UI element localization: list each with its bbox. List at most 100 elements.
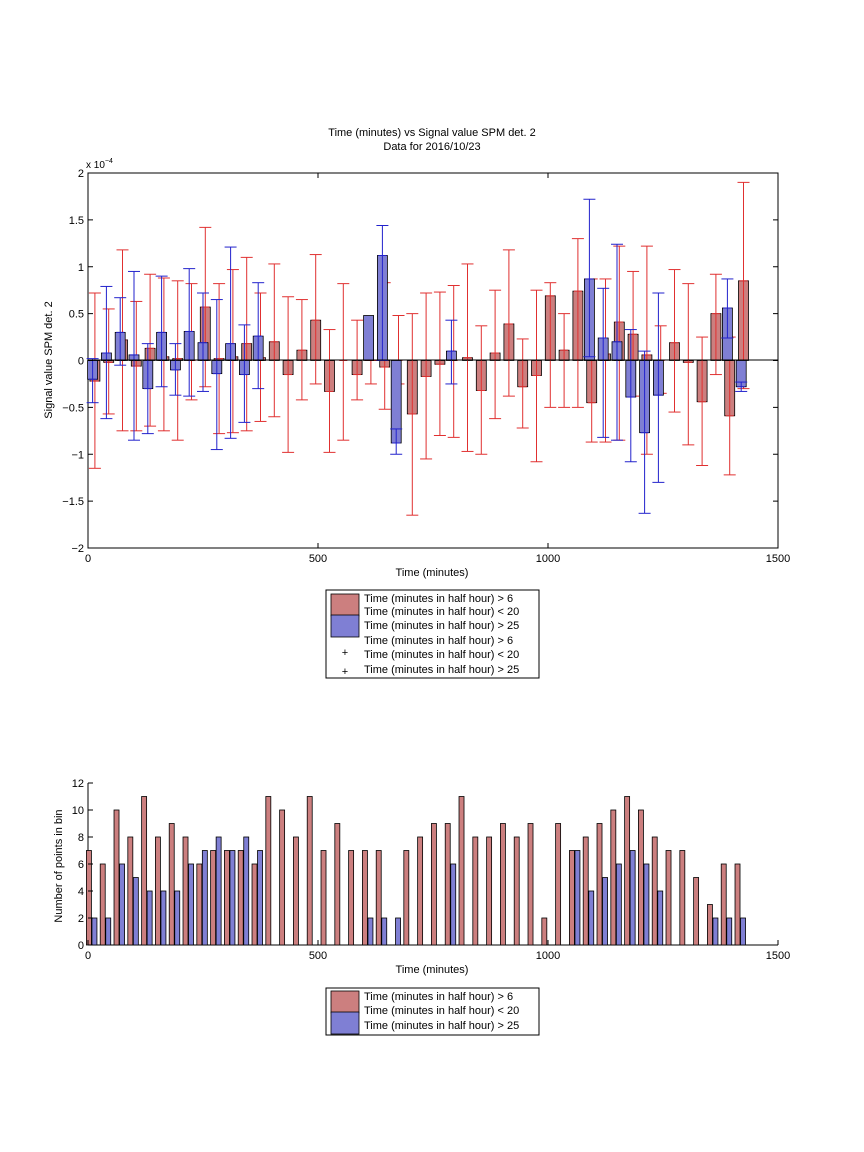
bottom-bar-red (237, 850, 244, 946)
bottom-bar-red (375, 850, 382, 946)
bottom-bar-blue (712, 917, 719, 946)
bottom-bar-blue (643, 863, 650, 946)
top-chart-bars (86, 181, 750, 516)
bottom-bar-red (720, 863, 727, 946)
bottom-bar-red (458, 796, 465, 946)
bottom-bar-blue (740, 917, 746, 946)
top-legend-swatch-blue (330, 614, 360, 638)
bottom-bar-blue (381, 917, 388, 946)
bottom-bar-red (624, 796, 631, 946)
bottom-bar-blue (395, 917, 401, 946)
bottom-legend: Time (minutes in half hour) > 6 Time (mi… (325, 987, 540, 1036)
bottom-bar-red (610, 809, 617, 946)
top-chart: Time (minutes) vs Signal value SPM det. … (43, 127, 790, 679)
bottom-bar-blue (602, 877, 608, 946)
bottom-bar-red (348, 850, 355, 946)
bottom-bar-red (320, 850, 327, 946)
bottom-bar-red (486, 836, 493, 946)
bottom-bar-red (306, 796, 313, 946)
bottom-bar-red (182, 836, 189, 946)
bottom-bar-blue (215, 836, 222, 946)
bottom-bar-blue (257, 850, 263, 946)
bottom-bar-blue (657, 890, 664, 946)
bottom-bar-red (569, 850, 575, 946)
bottom-bar-red (417, 836, 424, 946)
bottom-bar-red (99, 863, 106, 946)
top-legend-marker-blue: + (342, 666, 348, 678)
top-legend-box (325, 589, 540, 679)
bottom-chart-bars (86, 796, 746, 946)
bottom-bar-red (265, 796, 272, 946)
bottom-bar-blue (160, 890, 167, 946)
bottom-y-tick-label: 10 (72, 805, 84, 817)
top-legend-entry-2: Time (minutes in half hour) < 20 (364, 606, 519, 618)
bottom-bar-red (362, 850, 368, 946)
bottom-x-tick-label: 1500 (766, 950, 790, 962)
bottom-chart-y-ticks: 0 2 4 6 8 10 12 (72, 778, 93, 952)
bottom-bar-red (555, 823, 562, 946)
bottom-bar-red (582, 836, 589, 946)
bottom-bar-red (444, 823, 451, 946)
top-x-tick-label: 1500 (766, 553, 790, 565)
top-chart-y-exponent: x 10−4 (86, 158, 113, 171)
top-chart-title: Time (minutes) vs Signal value SPM det. … (328, 127, 535, 139)
bottom-bar-red (500, 823, 506, 946)
bottom-y-tick-label: 2 (78, 913, 84, 925)
bottom-chart-xlabel: Time (minutes) (396, 964, 469, 976)
bottom-bar-blue (726, 917, 733, 946)
bottom-bar-red (679, 850, 686, 946)
bottom-bar-red (513, 836, 520, 946)
bottom-bar-blue (201, 850, 208, 946)
top-x-tick-label: 1000 (536, 553, 560, 565)
bottom-bar-red (251, 863, 258, 946)
bottom-bar-blue (174, 890, 181, 946)
bottom-bar-red (196, 863, 203, 946)
bottom-bar-red (527, 823, 534, 946)
top-legend-entry-1: Time (minutes in half hour) > 6 (364, 593, 513, 605)
bottom-bar-blue (629, 850, 636, 946)
bottom-bar-red (141, 796, 148, 946)
bottom-y-tick-label: 8 (78, 832, 84, 844)
top-legend-entry-3: Time (minutes in half hour) > 25 (364, 620, 519, 632)
bottom-bar-red (155, 836, 161, 946)
bottom-legend-box (325, 987, 540, 1036)
bottom-bar-red (693, 877, 700, 946)
bottom-bar-red (707, 904, 713, 946)
bottom-bar-blue (105, 917, 112, 946)
bottom-chart-x-ticks: 0 500 1000 1500 (85, 940, 790, 962)
bottom-bar-red (596, 823, 603, 946)
top-x-tick-label: 500 (309, 553, 327, 565)
top-y-tick-label: −0.5 (62, 402, 84, 414)
top-legend-swatch-red (330, 593, 360, 617)
bottom-bar-red (86, 850, 92, 946)
bottom-legend-swatch-red (330, 990, 360, 1014)
top-y-tick-label: −2 (71, 543, 84, 555)
bottom-bar-blue (574, 850, 581, 946)
bottom-bar-blue (367, 917, 374, 946)
bottom-bar-blue (146, 890, 153, 946)
top-chart-ylabel: Signal value SPM det. 2 (43, 301, 55, 418)
bottom-bar-red (279, 809, 286, 946)
bottom-y-tick-label: 4 (78, 886, 84, 898)
top-legend-entry-4: Time (minutes in half hour) > 6 (364, 635, 513, 647)
bottom-y-tick-label: 12 (72, 778, 84, 790)
top-bar-blue (363, 315, 375, 361)
top-x-tick-label: 0 (85, 553, 91, 565)
bottom-bar-red (638, 809, 644, 946)
top-y-tick-label: 0.5 (69, 309, 84, 321)
bottom-bar-blue (588, 890, 595, 946)
bottom-bar-blue (229, 850, 236, 946)
top-legend-marker-red: + (342, 647, 348, 659)
bottom-x-tick-label: 1000 (536, 950, 560, 962)
bottom-bar-red (168, 823, 175, 946)
bottom-bar-red (210, 850, 217, 946)
bottom-bar-red (651, 836, 658, 946)
top-y-tick-label: −1 (71, 449, 84, 461)
bottom-bar-blue (615, 863, 622, 946)
top-chart-y-ticks: −2 −1.5 −1 −0.5 0 0.5 1 1.5 2 (62, 168, 778, 555)
bottom-bar-red (541, 917, 548, 946)
bottom-legend-entry-3: Time (minutes in half hour) > 25 (364, 1020, 519, 1032)
top-y-tick-label: 1.5 (69, 215, 84, 227)
bottom-legend-entry-2: Time (minutes in half hour) < 20 (364, 1005, 519, 1017)
